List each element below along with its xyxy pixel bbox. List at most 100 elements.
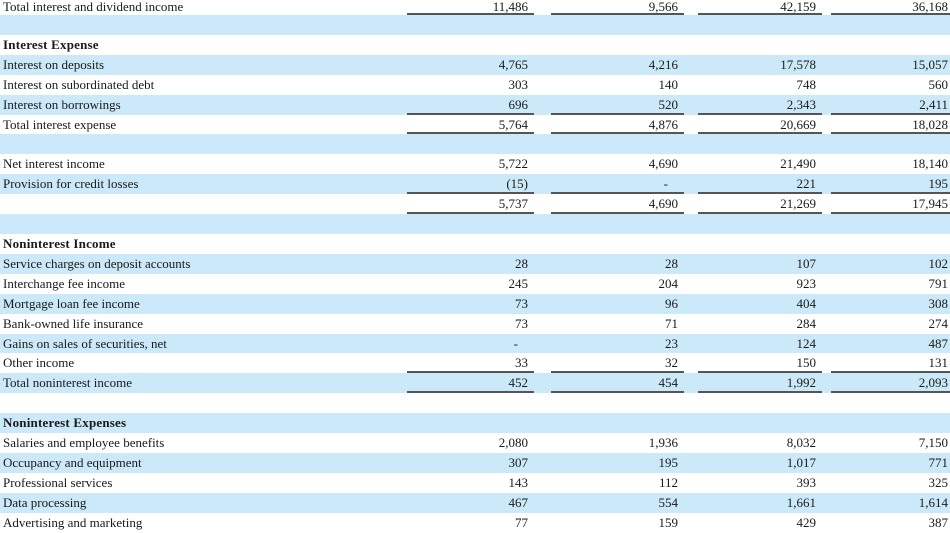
value-cell: 2,080 — [498, 435, 528, 451]
value-cell: 1,936 — [648, 435, 678, 451]
value-cell: 1,992 — [698, 373, 822, 394]
value-cell: 791 — [928, 275, 949, 291]
value-cell: 303 — [508, 76, 529, 92]
table-row: Interest on borrowings 696 520 2,343 2,411 — [0, 94, 950, 115]
value-cell: 36,168 — [831, 0, 950, 15]
row-label: Interest on subordinated debt — [3, 76, 155, 92]
value-cell: 140 — [658, 76, 679, 92]
value-cell: 923 — [796, 275, 817, 291]
value-cell: 1,614 — [918, 494, 948, 510]
row-label — [0, 214, 407, 234]
value-cell: 487 — [928, 335, 949, 351]
row-label — [0, 393, 407, 413]
row-label: Advertising and marketing — [3, 514, 143, 530]
value-cell — [551, 134, 684, 154]
value-cell: 4,876 — [551, 115, 684, 135]
value-cell: 15,057 — [912, 56, 948, 72]
row-label: Net interest income — [3, 156, 105, 172]
value-cell: 5,764 — [407, 115, 534, 135]
value-cell: 325 — [928, 474, 949, 490]
value-cell: 150 — [698, 353, 822, 374]
value-cell: 2,411 — [831, 95, 950, 115]
row-label: Noninterest Expenses — [3, 415, 127, 431]
value-cell: 454 — [551, 373, 684, 394]
value-cell: 32 — [551, 353, 684, 374]
value-cell — [831, 134, 950, 154]
value-cell: 404 — [796, 295, 817, 311]
blank-row — [0, 214, 950, 234]
row-label: Interest Expense — [3, 36, 99, 52]
value-cell: 284 — [796, 315, 817, 331]
row-label: Mortgage loan fee income — [3, 295, 140, 311]
value-cell — [698, 234, 822, 254]
value-cell: 21,490 — [780, 156, 816, 172]
table-row: 5,737 4,690 21,269 17,945 — [0, 194, 950, 215]
value-cell: - — [551, 174, 684, 195]
row-label: Salaries and employee benefits — [3, 435, 165, 451]
value-cell — [831, 413, 950, 433]
table-row: Advertising and marketing 77 159 429 387 — [0, 513, 950, 533]
value-cell: 33 — [407, 353, 534, 374]
value-cell: 467 — [508, 494, 529, 510]
value-cell: 17,945 — [831, 194, 950, 215]
value-cell: 17,578 — [780, 56, 816, 72]
blank-row — [0, 15, 950, 35]
table-row: Total interest expense 5,764 4,876 20,669 18… — [0, 115, 950, 135]
value-cell — [551, 15, 684, 35]
value-cell — [551, 214, 684, 234]
value-cell: 1,661 — [786, 494, 816, 510]
table-row: Total interest and dividend income 11,486… — [0, 0, 950, 15]
table-row: Net interest income 5,722 4,690 21,490 18,14… — [0, 154, 950, 174]
value-cell: 560 — [928, 76, 949, 92]
row-label: Total noninterest income — [3, 375, 133, 391]
section-header-row: Interest Expense — [0, 35, 950, 55]
value-cell: 73 — [515, 295, 528, 311]
value-cell — [551, 393, 684, 413]
value-cell: 195 — [658, 454, 679, 470]
value-cell: 2,343 — [698, 95, 822, 115]
section-header-row: Noninterest Expenses — [0, 413, 950, 434]
value-cell — [831, 234, 950, 254]
table-row: Provision for credit losses (15) -221 195 — [0, 174, 950, 195]
value-cell — [698, 134, 822, 154]
value-cell: 4,690 — [648, 156, 678, 172]
value-cell — [698, 15, 822, 35]
value-cell: 18,028 — [831, 115, 950, 135]
row-label: Total interest expense — [3, 116, 117, 132]
value-cell: 696 — [407, 95, 534, 115]
value-cell: 429 — [796, 514, 817, 530]
value-cell — [698, 393, 822, 413]
row-label: Total interest and dividend income — [3, 0, 184, 14]
table-row: Service charges on deposit accounts 28 28 1… — [0, 253, 950, 274]
value-cell: 4,216 — [648, 56, 678, 72]
blank-row — [0, 134, 950, 155]
value-cell: 21,269 — [698, 194, 822, 215]
row-label: Data processing — [3, 494, 87, 510]
value-cell — [551, 413, 684, 433]
value-cell: 307 — [508, 454, 529, 470]
value-cell: 159 — [658, 514, 679, 530]
value-cell — [698, 35, 822, 55]
table-row: Interchange fee income 245 204 923 791 — [0, 274, 950, 294]
value-cell: 124 — [796, 335, 817, 351]
value-cell: 96 — [665, 295, 678, 311]
row-label: Bank-owned life insurance — [3, 315, 144, 331]
value-cell: 71 — [665, 315, 678, 331]
section-header-row: Noninterest Income — [0, 234, 950, 254]
value-cell: 387 — [928, 514, 949, 530]
value-cell: 112 — [658, 474, 678, 490]
value-cell: 11,486 — [407, 0, 534, 15]
value-cell: 1,017 — [786, 454, 816, 470]
row-label: Interchange fee income — [3, 275, 125, 291]
value-cell — [698, 214, 822, 234]
value-cell — [407, 393, 534, 413]
row-label: Interest on deposits — [3, 56, 105, 72]
row-label — [0, 15, 407, 35]
value-cell: 554 — [658, 494, 679, 510]
value-cell: - — [513, 335, 518, 351]
value-cell: 23 — [665, 335, 678, 351]
value-cell: 28 — [665, 255, 678, 271]
value-cell: 520 — [551, 95, 684, 115]
